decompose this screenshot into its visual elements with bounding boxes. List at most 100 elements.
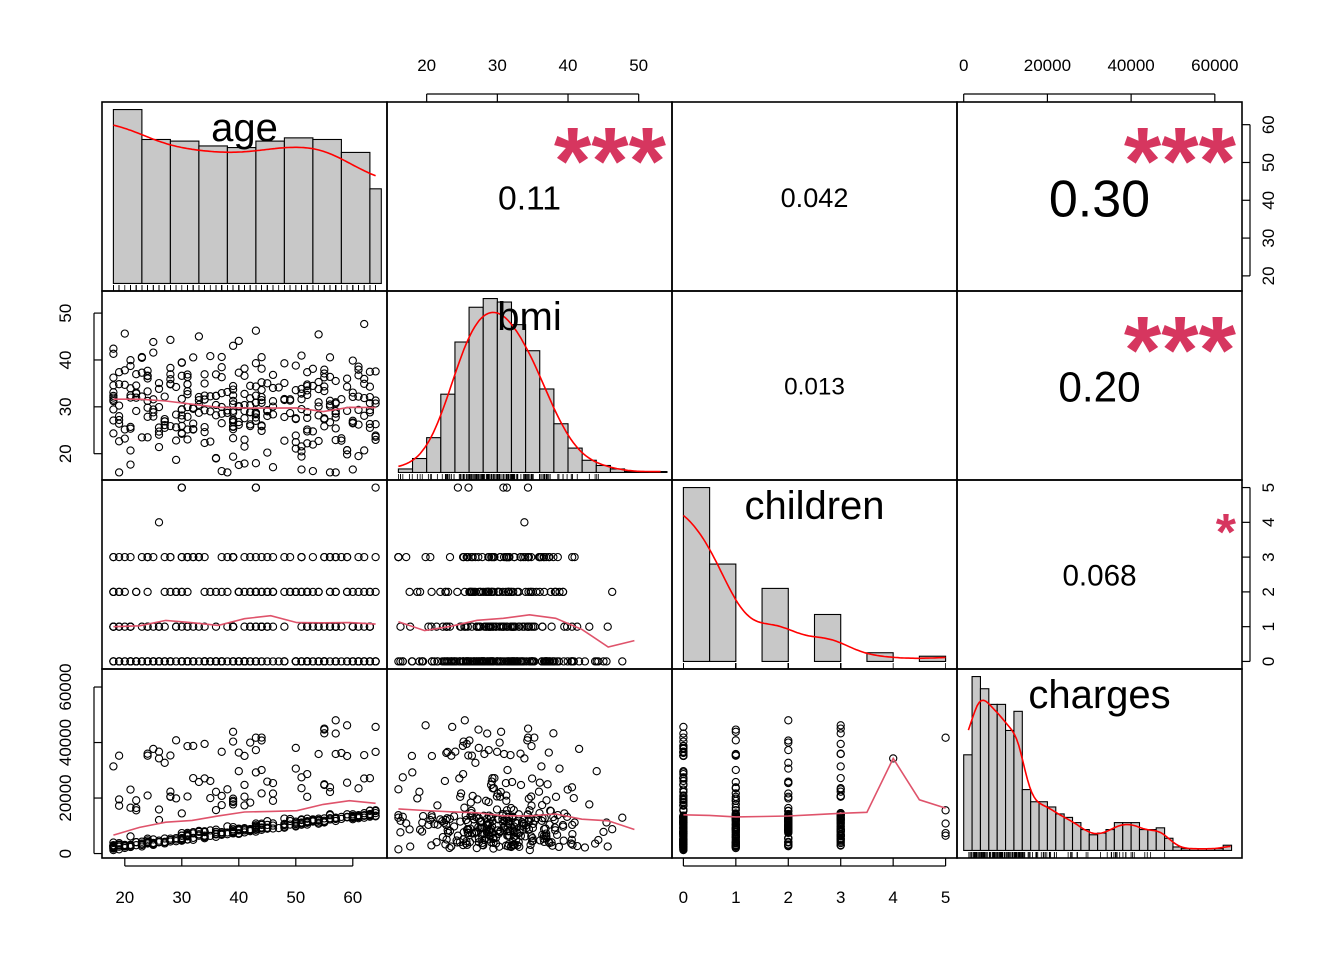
data-point [484,745,493,755]
data-point [465,587,474,597]
data-point [603,622,612,631]
data-point [784,826,793,835]
data-point [679,733,688,742]
x-tick-label-charges: 20000 [1024,56,1071,75]
data-point [453,483,463,492]
data-point [491,622,501,631]
data-point [240,801,249,810]
y-tick-label-age: 60 [1259,115,1278,134]
data-point [448,722,457,732]
data-point [189,833,198,843]
y-tick-label-bmi: 50 [56,304,75,323]
data-point [460,803,469,812]
data-point [120,552,129,562]
data-point [371,483,380,492]
data-point [427,587,436,597]
data-point [331,749,340,759]
data-point [455,774,464,783]
x-tick-label-bmi: 30 [488,56,507,75]
data-point [314,330,323,339]
data-point [342,812,352,822]
panel-frame [386,479,673,670]
data-point [177,414,186,424]
data-point [268,796,278,805]
data-point [171,423,181,432]
data-point [200,774,209,783]
data-point [836,784,845,793]
data-point [114,468,124,477]
data-point [154,378,164,388]
data-point [679,828,688,837]
data-point [447,842,456,851]
data-point [166,335,175,345]
data-point [427,841,436,850]
data-point [132,841,141,850]
data-point [263,777,272,786]
data-point [114,419,124,428]
data-point [257,733,266,742]
panel-children-children: children [671,479,958,670]
data-point [784,794,793,803]
data-point [149,337,158,347]
data-point [543,780,552,789]
data-point [525,845,534,855]
data-point [507,777,517,787]
data-point [114,838,124,848]
data-point [679,747,688,756]
data-point [217,800,226,810]
data-point [836,749,845,759]
data-point [365,587,375,597]
data-point [257,657,266,666]
data-point [354,371,363,380]
data-point [679,801,688,810]
hist-bar [226,147,257,284]
data-point [285,396,295,405]
significance-stars: *** [554,108,667,215]
data-point [109,762,118,771]
data-point [325,418,335,427]
data-point [297,389,306,398]
data-point [599,827,608,837]
data-point [268,402,278,411]
data-point [463,818,473,827]
data-point [354,392,363,401]
hist-bar [1021,789,1032,851]
data-point [143,552,152,562]
data-point [291,657,300,666]
data-point [228,381,238,391]
data-point [731,800,740,809]
data-point [280,622,289,631]
data-point [132,806,141,815]
data-point [189,419,198,428]
data-point [211,805,221,815]
data-point [836,773,845,783]
data-point [501,778,511,788]
data-point [549,729,558,738]
axes: 20 30 40 50 60 0 1 2 3 4 520 30 40 50 0 20000 40000 60000… [56,56,1278,907]
data-point [523,622,532,631]
data-point [784,716,793,725]
data-point [160,392,169,401]
data-point [126,356,135,365]
data-point [360,379,369,388]
data-point [941,733,950,742]
data-point [217,363,226,372]
data-point [555,764,564,773]
data-point [325,587,335,597]
data-point [494,829,503,839]
data-point [563,657,572,666]
data-point [308,381,318,391]
data-point [331,813,340,822]
panel-age-age: age [101,101,388,292]
data-point [354,587,363,597]
data-point [154,427,164,436]
data-point [331,376,340,386]
x-tick-label-charges: 40000 [1107,56,1154,75]
data-point [337,814,346,824]
data-point [427,622,436,631]
data-point [360,319,369,329]
panel-frame [956,668,1243,859]
data-point [280,552,289,562]
y-tick-label-children: 5 [1259,483,1278,492]
